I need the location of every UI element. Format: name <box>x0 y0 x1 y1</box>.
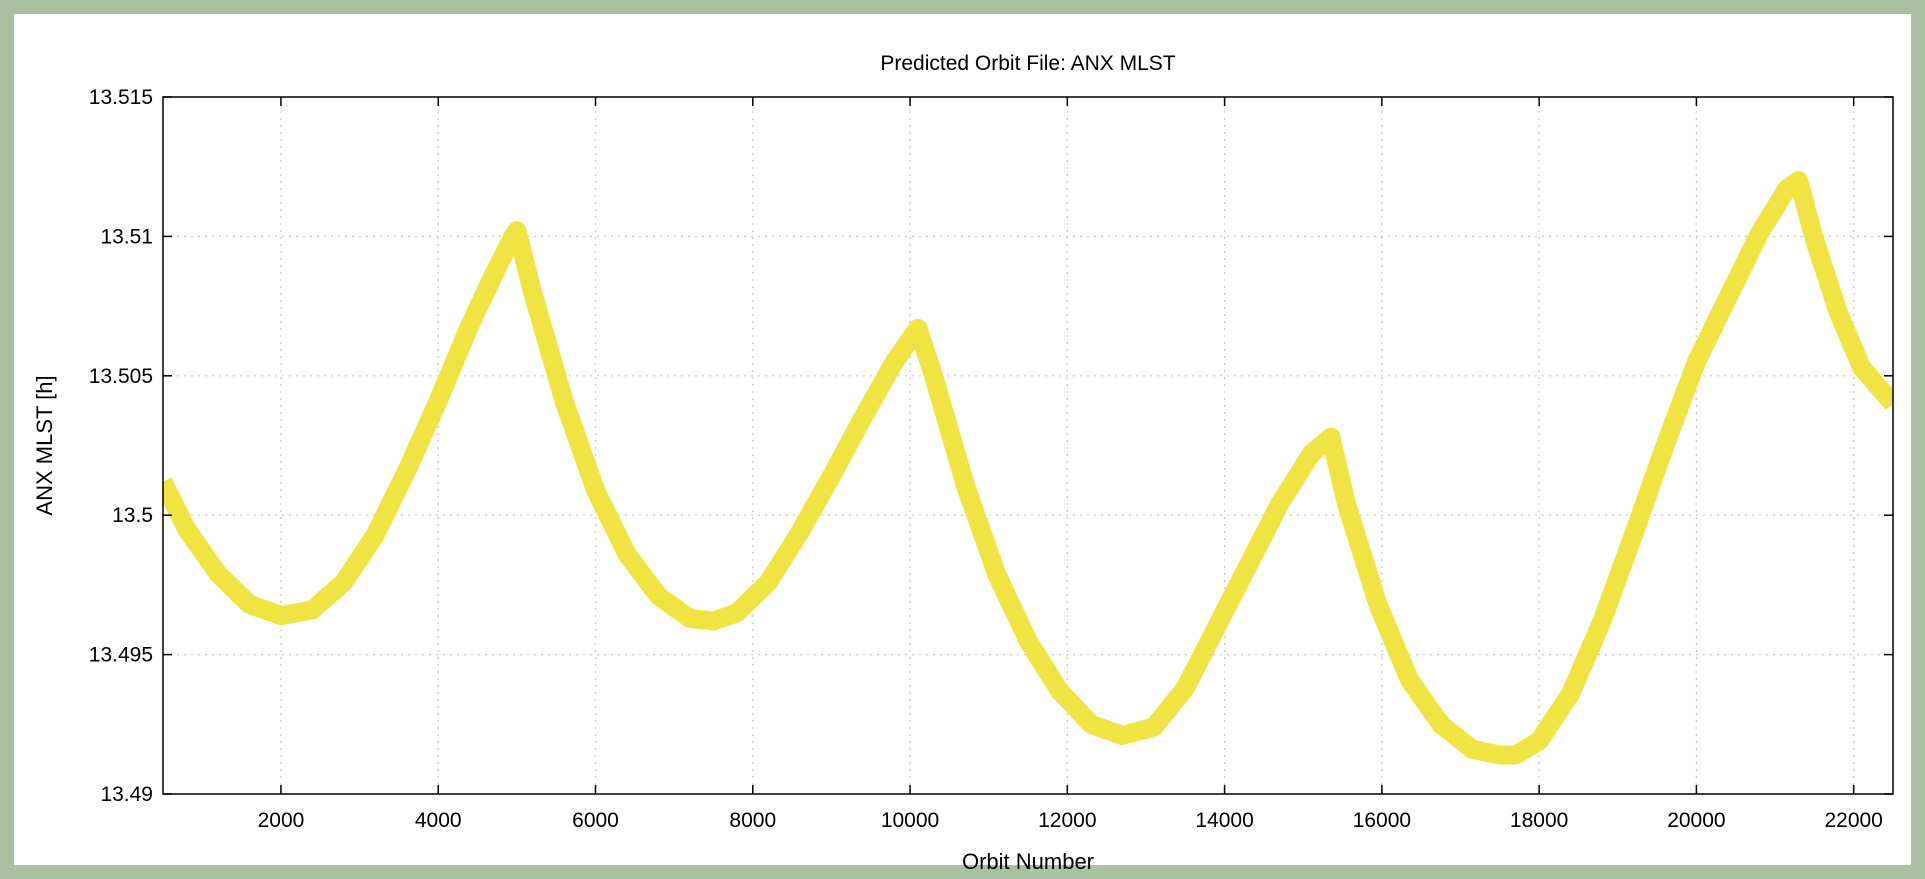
x-axis-title: Orbit Number <box>962 849 1094 874</box>
y-tick-label: 13.49 <box>100 783 153 806</box>
x-tick-labels: 2000 4000 6000 8000 10000 12000 14000 16000 1800… <box>258 809 1883 832</box>
x-tick-label: 20000 <box>1667 809 1725 832</box>
x-tick-label: 10000 <box>881 809 939 832</box>
y-tick-labels: 13.49 13.495 13.5 13.505 13.51 13.515 <box>89 86 153 806</box>
series-line-0 <box>163 171 1893 765</box>
x-tick-label: 22000 <box>1824 809 1882 832</box>
x-tick-label: 12000 <box>1038 809 1096 832</box>
y-tick-label: 13.505 <box>89 365 153 388</box>
x-tick-label: 18000 <box>1510 809 1568 832</box>
y-tick-label: 13.515 <box>89 86 153 109</box>
y-tick-label: 13.51 <box>100 225 153 248</box>
x-tick-label: 4000 <box>415 809 462 832</box>
x-tick-label: 14000 <box>1195 809 1253 832</box>
y-axis-title: ANX MLST [h] <box>32 375 57 515</box>
x-tick-label: 2000 <box>258 809 305 832</box>
x-tick-label: 6000 <box>572 809 619 832</box>
plot-area-border <box>162 96 1894 795</box>
series-layer <box>163 171 1893 765</box>
axis-ticks <box>163 96 1893 795</box>
y-tick-label: 13.5 <box>112 504 153 527</box>
x-tick-label: 8000 <box>729 809 776 832</box>
y-tick-label: 13.495 <box>89 644 153 667</box>
x-tick-label: 16000 <box>1353 809 1411 832</box>
chart-title: Predicted Orbit File: ANX MLST <box>880 52 1175 75</box>
